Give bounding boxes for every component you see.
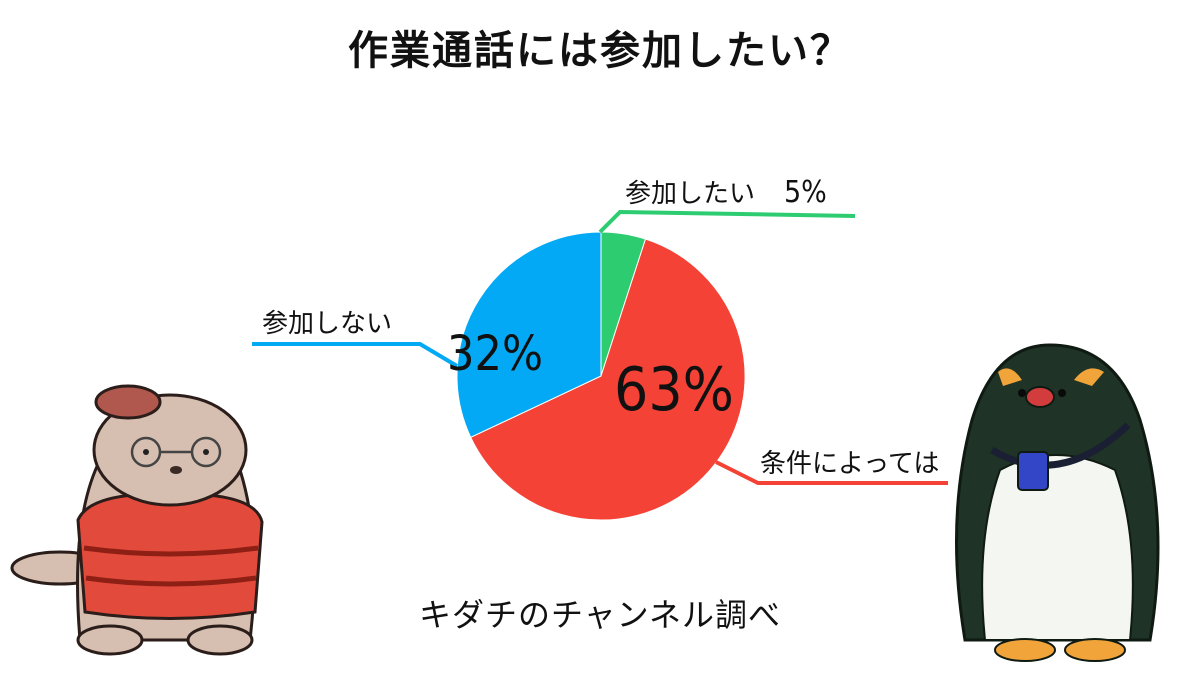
leader-line-conditional [715,460,948,485]
penguin-character-illustration [955,343,1160,662]
leader-line-not [252,342,459,368]
leader-line-want [598,209,856,234]
survey-credit: キダチのチャンネル調べ [418,596,782,634]
chart-title: 作業通話には参加したい？ [348,28,852,74]
pie-slice-conditional [470,238,746,521]
slice-label-not: 参加しない [262,309,392,339]
slice-pct-conditional: 63% [614,355,734,425]
slice-pct-want: 5% [784,175,827,210]
slice-label-conditional: 条件によっては [760,449,939,479]
slice-pct-not: 32% [447,326,543,382]
seal-character-illustration [10,384,264,656]
slice-label-want: 参加したい [625,179,755,209]
pie-slice-not [456,231,602,438]
